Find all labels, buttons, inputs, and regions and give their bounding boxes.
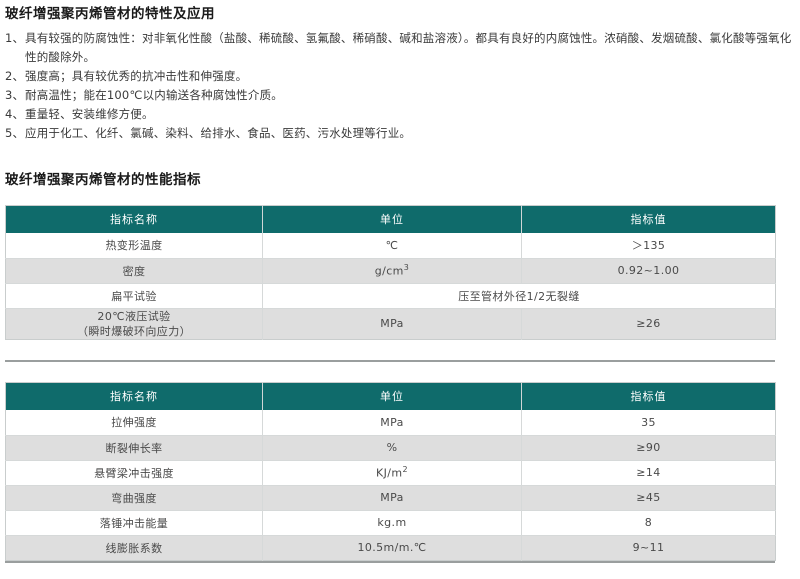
cell-unit-text: KJ/m bbox=[376, 466, 403, 480]
cell-unit: MPa bbox=[262, 485, 522, 511]
cell-unit-text: g/cm bbox=[374, 264, 404, 278]
cell-unit: MPa bbox=[262, 410, 522, 436]
table-bottom-rule bbox=[5, 561, 775, 563]
cell-merged-value: 压至管材外径1/2无裂缝 bbox=[262, 283, 776, 309]
list-item-number: 4、 bbox=[5, 107, 25, 121]
features-section-heading: 玻纤增强聚丙烯管材的特性及应用 bbox=[5, 6, 215, 22]
cell-value: ≥45 bbox=[521, 485, 776, 511]
list-item-text: 强度高；具有较优秀的抗冲击性和伸强度。 bbox=[25, 69, 248, 83]
table-row: 扁平试验 压至管材外径1/2无裂缝 bbox=[5, 283, 776, 309]
list-item: 1、 具有较强的防腐蚀性：对非氧化性酸（盐酸、稀硫酸、氢氟酸、稀硝酸、碱和盐溶液… bbox=[5, 29, 795, 67]
table-row: 断裂伸长率 % ≥90 bbox=[5, 435, 776, 461]
cell-name: 落锤冲击能量 bbox=[5, 510, 263, 536]
cell-unit-exponent: 2 bbox=[402, 465, 408, 475]
table-row: 悬臂梁冲击强度 KJ/m2 ≥14 bbox=[5, 460, 776, 486]
cell-value: 8 bbox=[521, 510, 776, 536]
spec-table-mechanical: 指标名称 单位 指标值 拉伸强度 MPa 35 断裂伸长率 % ≥90 悬臂梁冲… bbox=[5, 382, 776, 561]
list-item-text: 耐高温性；能在100℃以内输送各种腐蚀性介质。 bbox=[25, 88, 283, 102]
cell-value: 9~11 bbox=[521, 535, 776, 560]
cell-name: 热变形温度 bbox=[5, 233, 263, 259]
list-item-text: 应用于化工、化纤、氯碱、染料、给排水、食品、医药、污水处理等行业。 bbox=[25, 126, 412, 140]
cell-unit: % bbox=[262, 435, 522, 461]
cell-unit: g/cm3 bbox=[262, 258, 522, 284]
cell-value: ≥14 bbox=[521, 460, 776, 486]
column-header-name: 指标名称 bbox=[5, 205, 263, 233]
list-item: 2、 强度高；具有较优秀的抗冲击性和伸强度。 bbox=[5, 67, 795, 86]
cell-value: ≥26 bbox=[521, 308, 776, 339]
cell-name: 扁平试验 bbox=[5, 283, 263, 309]
list-item: 3、 耐高温性；能在100℃以内输送各种腐蚀性介质。 bbox=[5, 86, 795, 105]
list-item-number: 5、 bbox=[5, 126, 25, 140]
table-row: 密度 g/cm3 0.92~1.00 bbox=[5, 258, 776, 284]
cell-unit: ℃ bbox=[262, 233, 522, 259]
table-bottom-rule bbox=[5, 360, 775, 362]
column-header-value: 指标值 bbox=[521, 205, 776, 233]
table-header-row: 指标名称 单位 指标值 bbox=[5, 205, 776, 233]
table-row: 弯曲强度 MPa ≥45 bbox=[5, 485, 776, 511]
cell-value: 0.92~1.00 bbox=[521, 258, 776, 284]
table-row: 热变形温度 ℃ ＞135 bbox=[5, 233, 776, 259]
column-header-name: 指标名称 bbox=[5, 382, 263, 410]
cell-name: 断裂伸长率 bbox=[5, 435, 263, 461]
spec-table-general: 指标名称 单位 指标值 热变形温度 ℃ ＞135 密度 g/cm3 0.92~1… bbox=[5, 205, 776, 340]
table-row: 20℃液压试验 （瞬时爆破环向应力） MPa ≥26 bbox=[5, 308, 776, 339]
cell-unit: 10.5m/m.℃ bbox=[262, 535, 522, 560]
cell-unit: MPa bbox=[262, 308, 522, 339]
cell-unit: KJ/m2 bbox=[262, 460, 522, 486]
column-header-unit: 单位 bbox=[262, 382, 522, 410]
column-header-value: 指标值 bbox=[521, 382, 776, 410]
list-item-number: 1、 bbox=[5, 31, 25, 45]
list-item-text: 具有较强的防腐蚀性：对非氧化性酸（盐酸、稀硫酸、氢氟酸、稀硝酸、碱和盐溶液）。都… bbox=[25, 31, 792, 64]
list-item: 4、 重量轻、安装维修方便。 bbox=[5, 105, 795, 124]
table-row: 线膨胀系数 10.5m/m.℃ 9~11 bbox=[5, 535, 776, 560]
cell-unit-exponent: 3 bbox=[403, 263, 410, 273]
list-item-text: 重量轻、安装维修方便。 bbox=[25, 107, 154, 121]
list-item-number: 2、 bbox=[5, 69, 25, 83]
cell-name: 弯曲强度 bbox=[5, 485, 263, 511]
specs-section-heading: 玻纤增强聚丙烯管材的性能指标 bbox=[5, 172, 201, 188]
list-item-number: 3、 bbox=[5, 88, 25, 102]
table-row: 拉伸强度 MPa 35 bbox=[5, 410, 776, 436]
features-list: 1、 具有较强的防腐蚀性：对非氧化性酸（盐酸、稀硫酸、氢氟酸、稀硝酸、碱和盐溶液… bbox=[5, 29, 795, 143]
table-header-row: 指标名称 单位 指标值 bbox=[5, 382, 776, 410]
cell-name-line1: 20℃液压试验 bbox=[97, 309, 171, 323]
cell-name: 线膨胀系数 bbox=[5, 535, 263, 560]
cell-name: 20℃液压试验 （瞬时爆破环向应力） bbox=[5, 308, 263, 339]
cell-name-line2: （瞬时爆破环向应力） bbox=[77, 324, 191, 338]
column-header-unit: 单位 bbox=[262, 205, 522, 233]
cell-name: 悬臂梁冲击强度 bbox=[5, 460, 263, 486]
cell-name: 密度 bbox=[5, 258, 263, 284]
cell-value: ＞135 bbox=[521, 233, 776, 259]
cell-value: 35 bbox=[521, 410, 776, 436]
list-item: 5、 应用于化工、化纤、氯碱、染料、给排水、食品、医药、污水处理等行业。 bbox=[5, 124, 795, 143]
table-row: 落锤冲击能量 kg.m 8 bbox=[5, 510, 776, 536]
cell-value: ≥90 bbox=[521, 435, 776, 461]
cell-name: 拉伸强度 bbox=[5, 410, 263, 436]
cell-unit: kg.m bbox=[262, 510, 522, 536]
